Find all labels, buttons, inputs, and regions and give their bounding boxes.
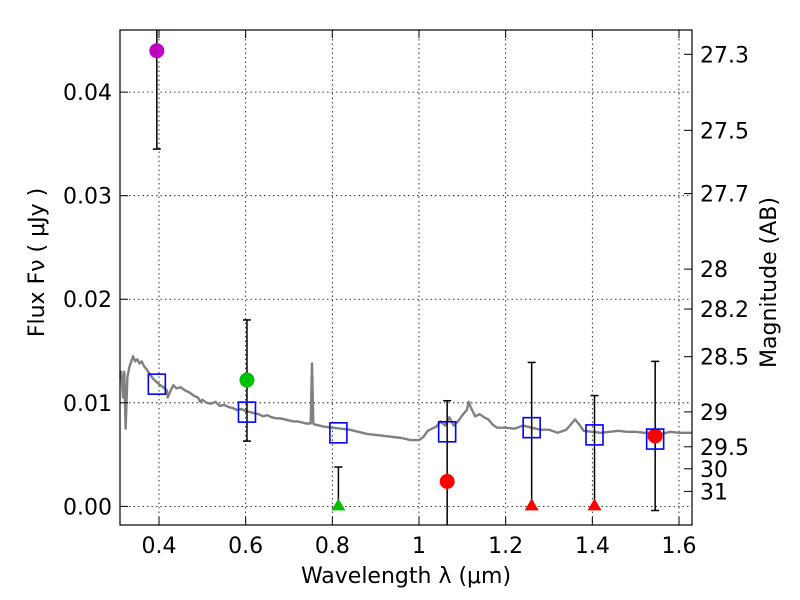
model-flux-square <box>585 424 604 446</box>
magnitude-tick-label: 27.3 <box>700 43 749 68</box>
model-flux-square <box>237 401 257 423</box>
upper-limit-f140w <box>587 498 602 511</box>
x-tick-label: 1.2 <box>488 534 523 559</box>
x-tick-label: 0.4 <box>142 534 177 559</box>
x-tick-label: 1 <box>412 534 426 559</box>
tick-layer: 0.4 0.6 0.8 1 1.2 1.4 1.6 0.00 0.01 0.02 0.03 0.04 2… <box>63 30 749 559</box>
magnitude-tick-label: 27.5 <box>700 119 749 144</box>
photometry-point-f160w <box>647 428 663 444</box>
x-axis-label: Wavelength λ (μm) <box>301 564 511 589</box>
y-tick-label: 0.00 <box>63 495 112 520</box>
magnitude-tick-label: 28 <box>700 258 728 283</box>
y-tick-label: 0.02 <box>63 288 112 313</box>
magnitude-tick-label: 27.7 <box>700 183 749 208</box>
y-tick-label: 0.03 <box>63 185 112 210</box>
y-tick-label: 0.04 <box>63 81 112 106</box>
model-flux-square <box>329 422 348 444</box>
photometry-point-f435w <box>149 43 165 59</box>
magnitude-tick-label: 28.2 <box>700 298 749 323</box>
photometry-point-f606w <box>239 372 255 388</box>
magnitude-tick-label: 29.5 <box>700 436 749 461</box>
model-points-layer <box>147 373 665 450</box>
model-flux-square <box>522 416 541 439</box>
y-tick-label: 0.01 <box>63 392 112 417</box>
magnitude-tick-label: 30 <box>700 458 728 483</box>
photometry-point-f105w <box>439 474 455 490</box>
x-tick-label: 0.8 <box>315 534 350 559</box>
x-tick-label: 0.6 <box>228 534 263 559</box>
x-tick-label: 1.4 <box>575 534 610 559</box>
upper-limit-f125w <box>524 498 539 511</box>
model-flux-square <box>437 420 457 443</box>
upper-limit-f814w <box>331 498 346 511</box>
magnitude-axis-label: Magnitude (AB) <box>757 197 782 368</box>
x-tick-label: 1.6 <box>662 534 697 559</box>
marker-layer <box>149 43 663 511</box>
y-axis-label: Flux Fν ( μJy ) <box>25 188 50 337</box>
plot-frame <box>119 29 693 526</box>
magnitude-tick-label: 28.5 <box>700 346 749 371</box>
model-flux-square <box>147 373 167 395</box>
magnitude-tick-label: 31 <box>700 480 728 505</box>
magnitude-tick-label: 29 <box>700 401 728 426</box>
model-flux-square <box>645 428 665 450</box>
grid-layer <box>120 30 692 525</box>
